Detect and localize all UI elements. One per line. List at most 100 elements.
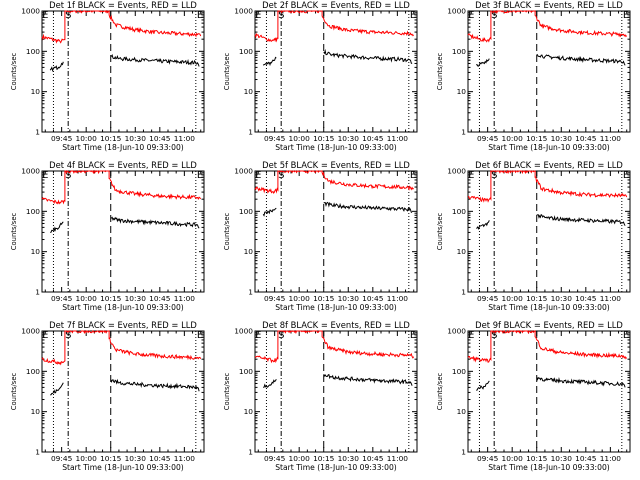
- y-axis-label: Counts/sec: [436, 213, 444, 251]
- y-tick-label: 100: [239, 367, 253, 376]
- y-tick-label: 1: [35, 448, 40, 457]
- x-tick-label: 11:00: [174, 454, 196, 463]
- y-tick-label: 100: [26, 367, 40, 376]
- lld-series-line: [41, 9, 202, 44]
- marker-label: E: [410, 10, 416, 21]
- marker-label: E: [255, 10, 261, 21]
- marker-label: E: [197, 170, 203, 181]
- marker-label: E: [623, 10, 629, 21]
- chart-panel-5: Det 5f BLACK = Events, RED = LLD 1 10 100 10…: [223, 160, 418, 312]
- x-tick-label: 10:30: [551, 294, 573, 303]
- x-tick-label: 10:30: [125, 134, 147, 143]
- x-tick-label: 09:45: [477, 454, 499, 463]
- plot-frame: [41, 170, 205, 293]
- chart-panel-4: Det 4f BLACK = Events, RED = LLD 1 10 100 10…: [10, 160, 205, 312]
- y-tick-label: 1000: [21, 167, 40, 176]
- y-axis-label: Counts/sec: [223, 213, 231, 251]
- x-tick-label: 10:45: [149, 454, 171, 463]
- events-series-line: [476, 376, 626, 391]
- x-tick-label: 10:00: [289, 134, 311, 143]
- y-tick-label: 1: [248, 128, 253, 137]
- y-tick-label: 1000: [447, 7, 466, 16]
- marker-label: S: [491, 170, 497, 181]
- plot-frame: [254, 170, 418, 293]
- y-tick-label: 100: [452, 47, 466, 56]
- x-tick-label: 10:45: [362, 294, 384, 303]
- y-tick-label: 100: [239, 207, 253, 216]
- chart-title: Det 1f BLACK = Events, RED = LLD: [49, 0, 197, 10]
- chart-title: Det 6f BLACK = Events, RED = LLD: [475, 160, 623, 170]
- lld-series-line: [254, 10, 415, 43]
- y-tick-label: 1000: [447, 327, 466, 336]
- events-series-line: [262, 48, 413, 67]
- chart-title: Det 4f BLACK = Events, RED = LLD: [49, 160, 197, 170]
- x-tick-label: 10:00: [289, 454, 311, 463]
- x-tick-label: 10:30: [338, 134, 360, 143]
- y-axis-label: Counts/sec: [10, 213, 18, 251]
- x-tick-label: 10:15: [313, 454, 335, 463]
- marker-label: S: [491, 10, 497, 21]
- x-tick-label: 10:30: [338, 294, 360, 303]
- lld-series-line: [467, 9, 628, 43]
- x-axis-label: Start Time (18-Jun-10 09:33:00): [488, 463, 610, 472]
- marker-label: E: [468, 10, 474, 21]
- events-series-line: [49, 54, 200, 73]
- x-tick-label: 09:45: [51, 134, 73, 143]
- marker-label: E: [42, 330, 48, 341]
- x-tick-label: 10:00: [502, 134, 524, 143]
- x-tick-label: 11:00: [600, 134, 622, 143]
- x-tick-label: 11:00: [174, 294, 196, 303]
- events-series-line: [50, 216, 200, 233]
- marker-label: E: [623, 330, 629, 341]
- x-axis-label: Start Time (18-Jun-10 09:33:00): [275, 143, 397, 152]
- x-tick-label: 10:15: [100, 294, 122, 303]
- y-tick-label: 1: [248, 448, 253, 457]
- x-tick-label: 09:45: [477, 294, 499, 303]
- y-axis-label: Counts/sec: [223, 53, 231, 91]
- y-tick-label: 1: [461, 288, 466, 297]
- x-tick-label: 10:45: [575, 134, 597, 143]
- plot-frame: [467, 330, 631, 453]
- x-tick-label: 10:30: [551, 134, 573, 143]
- y-axis-label: Counts/sec: [10, 373, 18, 411]
- y-tick-label: 100: [26, 207, 40, 216]
- y-tick-label: 10: [244, 407, 254, 416]
- y-tick-label: 10: [457, 407, 467, 416]
- plot-frame: [467, 10, 631, 133]
- x-tick-label: 09:45: [477, 134, 499, 143]
- x-tick-label: 11:00: [174, 134, 196, 143]
- y-tick-label: 1000: [234, 7, 253, 16]
- chart-panel-2: Det 2f BLACK = Events, RED = LLD 1 10 100 10…: [223, 0, 418, 152]
- x-tick-label: 09:45: [51, 294, 73, 303]
- x-tick-label: 10:30: [125, 294, 147, 303]
- marker-label: E: [410, 330, 416, 341]
- y-tick-label: 1: [248, 288, 253, 297]
- x-tick-label: 10:45: [149, 134, 171, 143]
- y-tick-label: 10: [31, 87, 41, 96]
- y-axis-label: Counts/sec: [10, 53, 18, 91]
- y-tick-label: 100: [452, 367, 466, 376]
- marker-label: E: [468, 330, 474, 341]
- events-series-line: [476, 213, 626, 230]
- y-tick-label: 10: [457, 87, 467, 96]
- marker-label: E: [255, 330, 261, 341]
- x-tick-label: 10:00: [76, 454, 98, 463]
- y-tick-label: 10: [457, 247, 467, 256]
- y-tick-label: 1: [35, 288, 40, 297]
- x-tick-label: 10:45: [575, 294, 597, 303]
- y-tick-label: 1: [461, 128, 466, 137]
- x-tick-label: 09:45: [264, 134, 286, 143]
- events-series-line: [476, 53, 626, 67]
- x-tick-label: 10:45: [575, 454, 597, 463]
- y-tick-label: 100: [239, 47, 253, 56]
- marker-label: E: [42, 10, 48, 21]
- chart-panel-8: Det 8f BLACK = Events, RED = LLD 1 10 100 10…: [223, 320, 418, 472]
- x-axis-label: Start Time (18-Jun-10 09:33:00): [488, 143, 610, 152]
- x-tick-label: 10:45: [149, 294, 171, 303]
- y-tick-label: 10: [31, 247, 41, 256]
- y-tick-label: 100: [26, 47, 40, 56]
- marker-label: E: [42, 170, 48, 181]
- x-axis-label: Start Time (18-Jun-10 09:33:00): [488, 303, 610, 312]
- x-tick-label: 10:15: [313, 294, 335, 303]
- plot-frame: [254, 330, 418, 453]
